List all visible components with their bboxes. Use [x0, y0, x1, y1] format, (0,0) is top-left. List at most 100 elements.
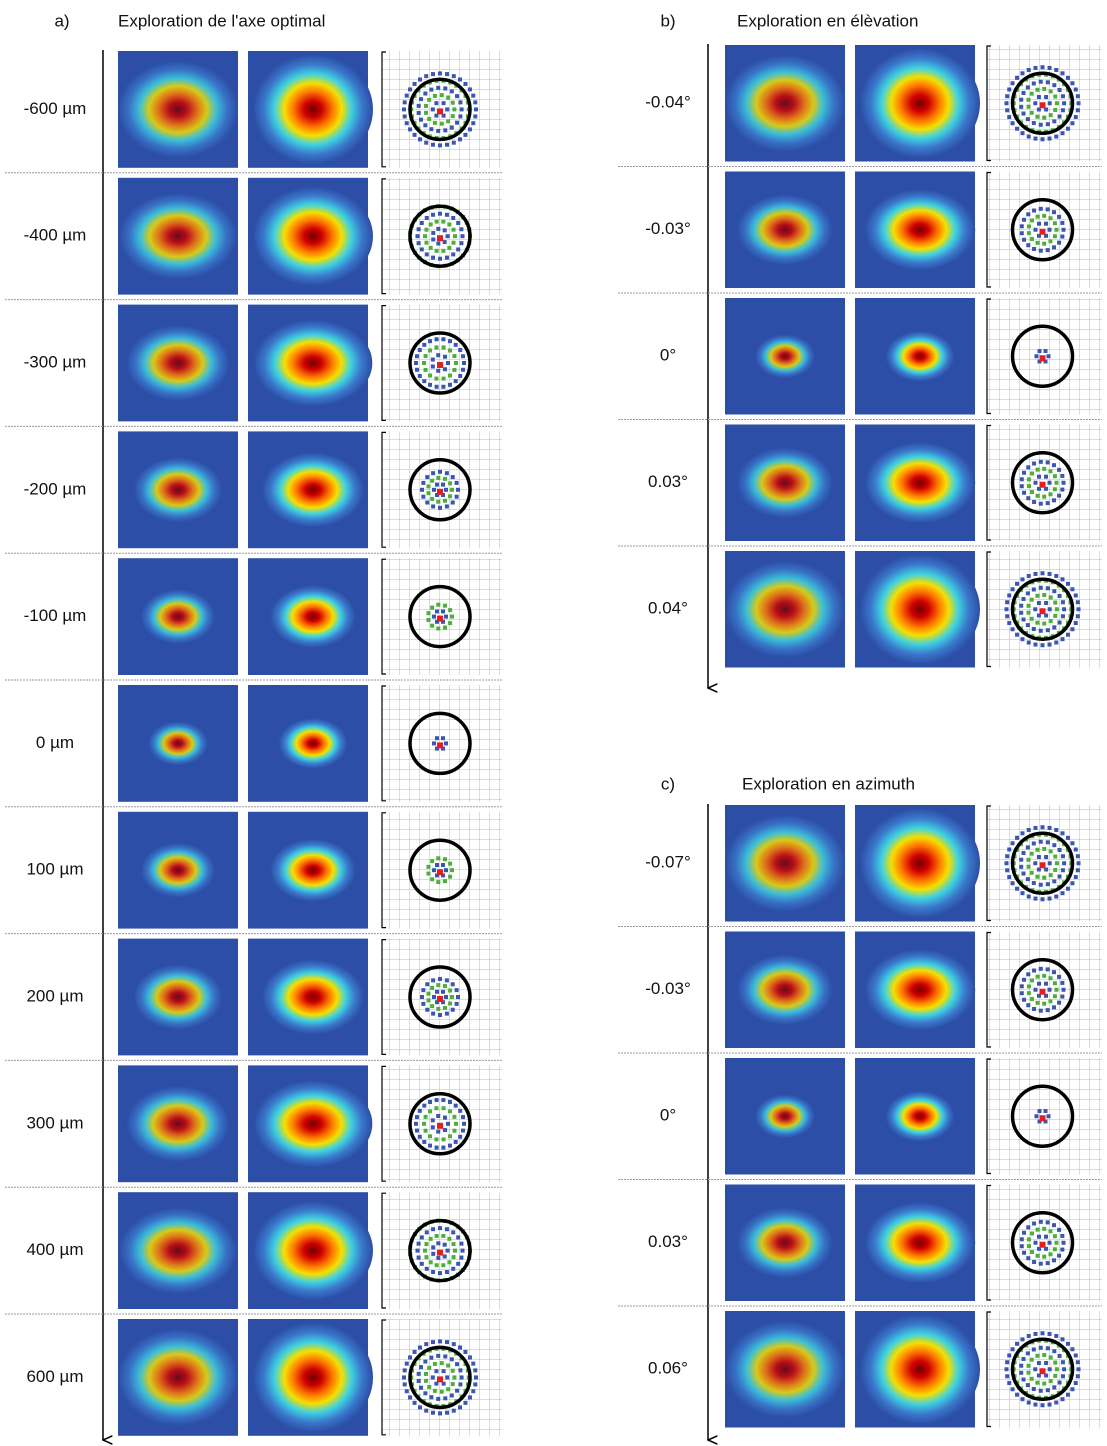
spot-dot — [441, 1369, 446, 1374]
spot-dot — [436, 602, 441, 607]
spot-dot — [419, 220, 424, 225]
spot-center — [437, 1122, 443, 1129]
spot-dot — [435, 492, 439, 497]
spot-dot — [1062, 607, 1067, 612]
spot-dot — [1075, 1360, 1080, 1365]
spot-dot — [1044, 1361, 1049, 1366]
spot-dot — [444, 487, 448, 492]
spot-dot — [1030, 1231, 1035, 1236]
intensity-spot — [119, 193, 237, 280]
spot-dot — [1075, 600, 1080, 605]
spot-dot — [419, 247, 424, 252]
spot-dot — [444, 1269, 449, 1274]
spot-dot — [1019, 104, 1024, 109]
spot-dot — [419, 1235, 424, 1240]
spot-dot — [423, 123, 428, 128]
spot-dot — [1065, 75, 1070, 80]
airy-circle — [1010, 1337, 1075, 1401]
spot-dot — [1032, 1006, 1037, 1011]
intensity-spot — [725, 1320, 845, 1418]
spot-dot — [430, 1340, 435, 1345]
spot-dot — [430, 1410, 435, 1415]
spot-dot — [1057, 214, 1062, 219]
spot-dot — [446, 95, 451, 100]
spot-dot — [462, 361, 466, 365]
spot-dot — [447, 1236, 452, 1241]
airy-circle — [1010, 1211, 1075, 1275]
spot-dot — [1036, 613, 1041, 618]
row-label: 0° — [660, 1106, 676, 1125]
spot-dot — [426, 998, 431, 1003]
spot-dot — [442, 1242, 447, 1247]
spot-dot — [451, 240, 456, 245]
spot-dot — [1048, 976, 1053, 981]
spot-dot — [423, 367, 428, 372]
spot-dot — [435, 736, 439, 741]
intensity-spot — [755, 1094, 815, 1139]
spot-dot — [432, 1361, 437, 1366]
spot-dot — [458, 1368, 463, 1373]
spot-dot — [426, 991, 431, 996]
spot-dot — [1057, 1227, 1062, 1232]
spot-dot — [423, 91, 428, 96]
spot-dot — [442, 228, 447, 233]
spot-dot — [416, 241, 421, 246]
spot-dot — [1057, 874, 1062, 879]
spot-dot — [442, 1254, 447, 1259]
spot-dot — [419, 117, 424, 122]
spot-dot — [414, 361, 418, 365]
spot-dot — [1026, 97, 1031, 102]
spot-dot — [1048, 89, 1053, 94]
spot-dot — [1045, 586, 1050, 591]
spot-dot — [436, 880, 441, 885]
spot-dot — [1037, 1246, 1041, 1251]
spot-dot — [450, 995, 454, 999]
spot-dot — [1048, 619, 1053, 624]
spot-dot — [426, 864, 431, 869]
spot-dot — [1026, 477, 1031, 482]
spot-dot — [441, 345, 446, 350]
spot-dot — [1045, 1346, 1050, 1351]
spot-dot — [441, 1381, 446, 1386]
intensity-spot — [253, 1322, 373, 1433]
spot-dot — [1038, 628, 1043, 633]
spot-dot — [1030, 1250, 1035, 1255]
spot-dot — [438, 1271, 442, 1276]
spot-dot — [1033, 1367, 1038, 1372]
panel-label: b) — [660, 11, 675, 30]
spot-bracket — [381, 1192, 386, 1309]
spot-dot — [430, 877, 435, 882]
row: -200 µm — [5, 425, 502, 549]
spot-dot — [1057, 847, 1062, 852]
spot-dot — [1026, 1244, 1031, 1249]
spot-dot — [1047, 1240, 1052, 1245]
spot-dot — [430, 605, 435, 610]
spot-dot — [435, 746, 439, 751]
spot-dot — [1057, 1253, 1062, 1258]
spot-dot — [1048, 849, 1053, 854]
spot-dot — [447, 1134, 452, 1139]
spot-dot — [452, 367, 457, 372]
spot-dot — [422, 1121, 426, 1126]
intensity-spot — [864, 949, 976, 1031]
spot-dot — [1044, 221, 1048, 226]
spot-dot — [1042, 241, 1047, 246]
spot-dot — [1020, 891, 1025, 896]
row: 0° — [618, 1052, 1102, 1175]
spot-dot — [458, 1405, 463, 1410]
spot-dot — [434, 376, 439, 381]
spot-dot — [445, 107, 450, 112]
spot-dot — [442, 498, 447, 503]
spot-dot — [416, 1241, 421, 1246]
spot-dot — [1007, 621, 1012, 626]
spot-dot — [473, 1382, 478, 1387]
spot-bracket — [986, 1184, 991, 1301]
spot-dot — [441, 873, 445, 878]
spot-dot — [1015, 1392, 1020, 1397]
spot-dot — [1029, 616, 1034, 621]
spot-dot — [1037, 221, 1041, 226]
spot-dot — [434, 1145, 439, 1150]
spot-dot — [436, 1255, 441, 1260]
spot-dot — [1073, 1353, 1078, 1358]
